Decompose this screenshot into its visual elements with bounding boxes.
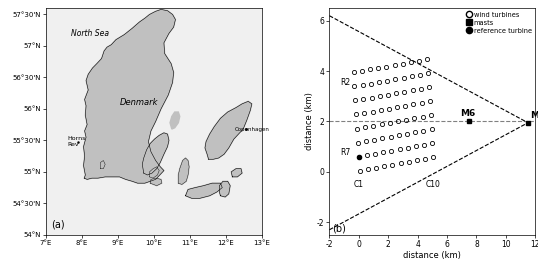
Text: (b): (b) bbox=[331, 223, 345, 233]
Text: C10: C10 bbox=[426, 180, 441, 189]
Text: North Sea: North Sea bbox=[71, 29, 109, 38]
Polygon shape bbox=[220, 181, 230, 197]
X-axis label: distance (km): distance (km) bbox=[404, 251, 461, 260]
Text: Horns
Rev: Horns Rev bbox=[67, 136, 86, 147]
Text: M7: M7 bbox=[530, 111, 538, 120]
Polygon shape bbox=[83, 10, 175, 183]
Text: Denmark: Denmark bbox=[120, 98, 159, 107]
Text: (a): (a) bbox=[51, 220, 65, 230]
Polygon shape bbox=[205, 101, 252, 159]
Polygon shape bbox=[186, 183, 222, 198]
Polygon shape bbox=[101, 161, 105, 169]
Polygon shape bbox=[178, 158, 189, 185]
Text: M6: M6 bbox=[461, 109, 476, 118]
Text: R2: R2 bbox=[341, 78, 351, 87]
Polygon shape bbox=[150, 178, 162, 186]
Polygon shape bbox=[142, 133, 169, 175]
Polygon shape bbox=[150, 167, 159, 178]
Polygon shape bbox=[231, 169, 242, 177]
Y-axis label: distance (km): distance (km) bbox=[305, 93, 314, 150]
Text: R7: R7 bbox=[341, 148, 351, 157]
Polygon shape bbox=[170, 112, 180, 129]
Text: Copenhagen: Copenhagen bbox=[235, 127, 270, 132]
Text: C1: C1 bbox=[354, 180, 364, 189]
Legend: wind turbines, masts, reference turbine: wind turbines, masts, reference turbine bbox=[466, 11, 532, 34]
